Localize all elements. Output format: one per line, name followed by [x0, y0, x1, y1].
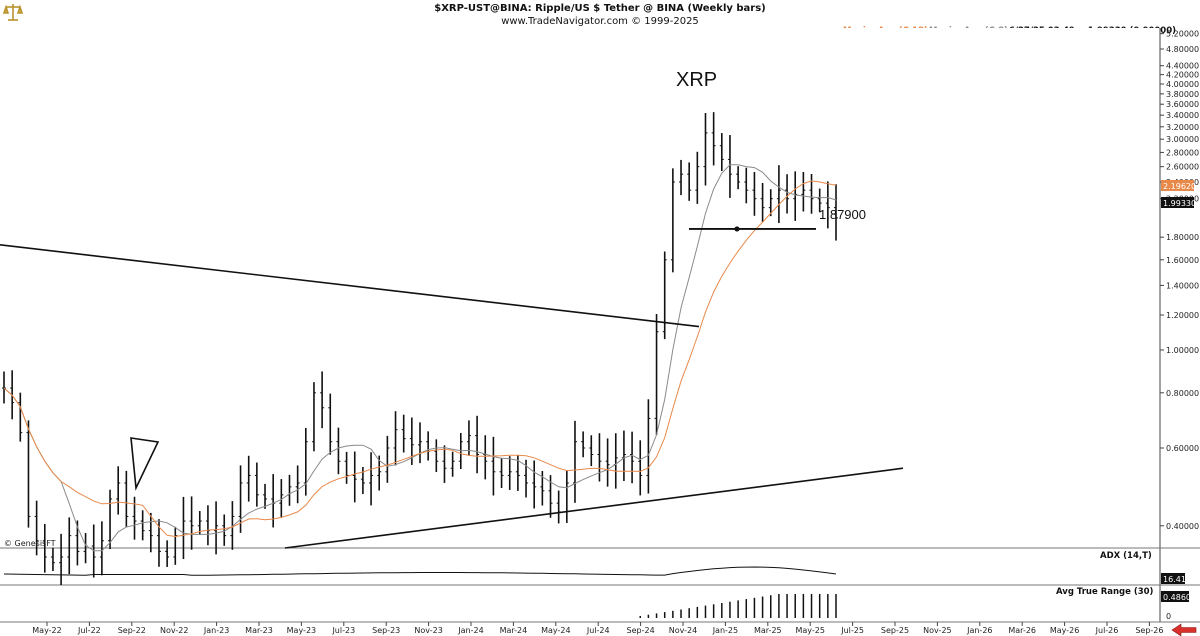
- time-tick-label: Jul-24: [586, 626, 610, 635]
- time-tick-label: Sep-25: [881, 626, 909, 635]
- chart-subtitle: www.TradeNavigator.com © 1999-2025: [501, 16, 699, 27]
- ma18-badge: 2.19620: [1161, 180, 1196, 191]
- time-tick-label: May-22: [32, 626, 61, 635]
- adx-panel[interactable]: [3, 566, 837, 576]
- svg-text:16.41: 16.41: [1163, 575, 1186, 584]
- atr-badge: 0.4860: [1161, 591, 1191, 602]
- time-tick-label: Sep-26: [1135, 626, 1163, 635]
- price-tick-label: 0.80000: [1166, 389, 1199, 398]
- price-tick-label: 3.60000: [1166, 100, 1199, 109]
- last-price-badge: 1.99330: [1161, 197, 1196, 208]
- price-tick-label: 0.60000: [1166, 444, 1199, 453]
- price-bars: [2, 112, 838, 586]
- annotation-xrp: XRP: [676, 69, 717, 91]
- chart-title: $XRP-UST@BINA: Ripple/US $ Tether @ BINA…: [434, 3, 766, 14]
- price-panel[interactable]: [0, 28, 1160, 548]
- svg-text:2.19620: 2.19620: [1163, 182, 1196, 191]
- price-tick-label: 1.00000: [1166, 346, 1199, 355]
- support-level-label: 1.87900: [819, 207, 866, 222]
- price-tick-label: 3.40000: [1166, 111, 1199, 120]
- price-tick-label: 4.00000: [1166, 80, 1199, 89]
- moving-averages: [3, 164, 837, 552]
- time-tick-label: May-24: [541, 626, 570, 635]
- price-tick-label: 3.00000: [1166, 135, 1199, 144]
- price-tick-label: 3.80000: [1166, 90, 1199, 99]
- time-tick-label: Mar-23: [245, 626, 273, 635]
- scroll-left-button[interactable]: [1170, 623, 1200, 636]
- price-axis: 5.20000 4.80000 4.400004.200004.000003.800…: [1160, 30, 1199, 531]
- time-tick-label: Sep-24: [627, 626, 655, 635]
- time-tick-label: Jul-22: [77, 626, 101, 635]
- time-tick-label: Jan-24: [457, 626, 483, 635]
- time-tick-label: Jan-23: [203, 626, 229, 635]
- atr-label: Avg True Range (30): [1056, 587, 1154, 597]
- price-tick-label: 3.20000: [1166, 123, 1199, 132]
- price-tick-label: 2.80000: [1166, 148, 1199, 157]
- time-tick-label: Jul-23: [331, 626, 355, 635]
- time-tick-label: Nov-22: [160, 626, 188, 635]
- price-tick-label: 5.20000: [1166, 30, 1199, 39]
- descending-resistance-line: [0, 244, 700, 328]
- price-tick-label: 1.20000: [1166, 311, 1199, 320]
- red-left-arrow-icon: [1171, 623, 1197, 636]
- adx-badge: 16.41: [1161, 573, 1186, 584]
- pennant-pattern: [130, 437, 160, 491]
- time-tick-label: May-23: [287, 626, 316, 635]
- price-tick-label: 4.40000: [1166, 62, 1199, 71]
- time-tick-label: Jan-25: [712, 626, 738, 635]
- price-tick-label: 1.60000: [1166, 256, 1199, 265]
- price-tick-label: 2.60000: [1166, 163, 1199, 172]
- trendlines: [0, 226, 904, 549]
- time-tick-label: Sep-22: [118, 626, 146, 635]
- price-tick-label: 1.40000: [1166, 281, 1199, 290]
- time-tick-label: Nov-24: [669, 626, 697, 635]
- time-tick-label: May-25: [795, 626, 824, 635]
- logo[interactable]: [1, 1, 25, 23]
- adx-label: ADX (14,T): [1100, 551, 1152, 561]
- svg-text:0.4860: 0.4860: [1163, 593, 1191, 602]
- time-tick-label: Jan-26: [966, 626, 992, 635]
- adx-line: [3, 566, 837, 576]
- price-tick-label: 4.80000: [1166, 45, 1199, 54]
- atr-panel[interactable]: [639, 594, 837, 618]
- time-tick-label: Mar-24: [500, 626, 528, 635]
- time-tick-label: Mar-26: [1008, 626, 1036, 635]
- time-tick-label: Nov-25: [923, 626, 951, 635]
- ascending-support-line: [284, 467, 904, 549]
- support-touch-point: [734, 226, 740, 232]
- time-tick-label: Nov-23: [414, 626, 442, 635]
- time-tick-label: Sep-23: [372, 626, 400, 635]
- time-axis: May-22 Jul-22 Sep-22 Nov-22 Jan-23 Mar-23 May-…: [32, 622, 1163, 635]
- price-tick-label: 4.20000: [1166, 71, 1199, 80]
- price-tick-label: 1.80000: [1166, 233, 1199, 242]
- time-tick-label: Mar-25: [754, 626, 782, 635]
- atr-zero-label: 0: [1166, 612, 1171, 621]
- svg-text:1.99330: 1.99330: [1163, 199, 1196, 208]
- time-tick-label: May-26: [1050, 626, 1079, 635]
- watermark: © GenesisFT: [4, 539, 56, 548]
- ma18-line: [3, 180, 837, 538]
- time-tick-label: Jul-25: [840, 626, 864, 635]
- scales-logo-icon: [2, 4, 24, 21]
- price-tick-label: 0.40000: [1166, 522, 1199, 531]
- time-tick-label: Jul-26: [1095, 626, 1119, 635]
